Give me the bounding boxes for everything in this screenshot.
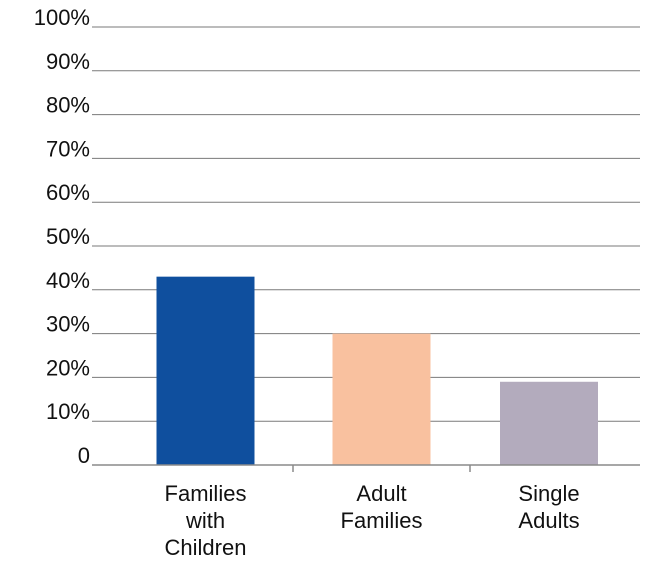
y-tick-label: 0	[78, 443, 90, 468]
y-tick-label: 70%	[46, 136, 90, 161]
x-category-label: Families	[341, 508, 423, 533]
x-category-label: Single	[518, 481, 579, 506]
x-category-label: Adults	[518, 508, 579, 533]
y-tick-label: 30%	[46, 312, 90, 337]
y-tick-label: 50%	[46, 224, 90, 249]
x-axis-category-labels: FamilieswithChildrenAdultFamiliesSingleA…	[165, 481, 580, 560]
y-tick-label: 10%	[46, 399, 90, 424]
bar	[156, 276, 255, 465]
y-tick-label: 90%	[46, 49, 90, 74]
y-tick-label: 80%	[46, 93, 90, 118]
x-axis	[92, 464, 640, 472]
bar	[500, 381, 598, 465]
y-tick-label: 20%	[46, 355, 90, 380]
bar	[332, 333, 431, 465]
y-axis-tick-labels: 0 10% 20% 30% 40% 50% 60% 70% 80% 90% 100%	[34, 5, 90, 468]
bars	[156, 276, 598, 465]
y-tick-label: 40%	[46, 268, 90, 293]
x-category-label: Adult	[356, 481, 406, 506]
y-tick-label: 100%	[34, 5, 90, 30]
x-category-label: with	[185, 508, 225, 533]
x-category-label: Children	[165, 535, 247, 560]
x-category-label: Families	[165, 481, 247, 506]
y-tick-label: 60%	[46, 180, 90, 205]
